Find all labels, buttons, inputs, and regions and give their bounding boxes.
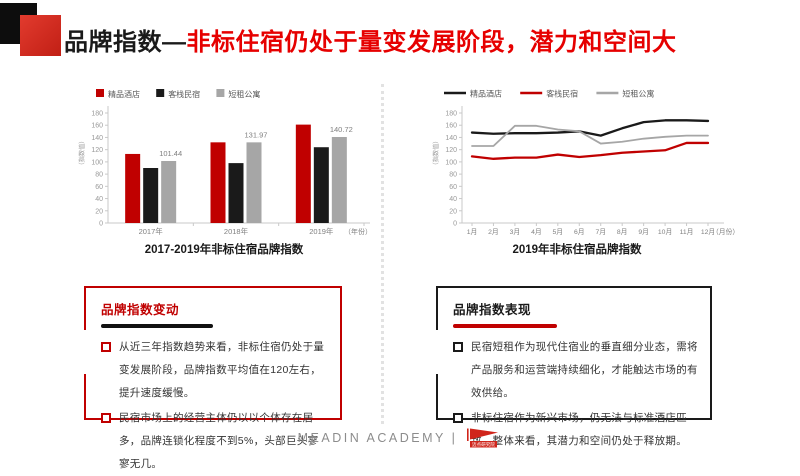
decor-red-square xyxy=(20,15,61,56)
note-box-right-title: 品牌指数表现 xyxy=(453,303,532,317)
bar-chart-caption: 2017-2019年非标住宿品牌指数 xyxy=(144,244,304,256)
note-box-index-performance: 品牌指数表现 民宿短租作为现代住宿业的垂直细分业态，需将产品服务和运营端持续细化… xyxy=(436,286,712,447)
svg-text:80: 80 xyxy=(449,172,457,179)
svg-text:10月: 10月 xyxy=(658,228,672,236)
brand-text: MEADIN ACADEMY | xyxy=(297,431,458,445)
svg-text:9月: 9月 xyxy=(638,228,649,236)
meadin-logo-icon: 迈点研究院 xyxy=(467,428,499,448)
svg-text:2017年: 2017年 xyxy=(139,226,164,236)
svg-text:精品酒店: 精品酒店 xyxy=(108,89,140,99)
svg-text:客栈民宿: 客栈民宿 xyxy=(168,89,200,99)
svg-text:6月: 6月 xyxy=(574,228,585,236)
note-box-left-underline xyxy=(101,324,213,328)
svg-text:140: 140 xyxy=(91,135,103,142)
svg-text:11月: 11月 xyxy=(680,228,694,236)
svg-text:精品酒店: 精品酒店 xyxy=(470,89,502,99)
page-title-black: 品牌指数— xyxy=(64,29,187,56)
svg-text:140.72: 140.72 xyxy=(330,125,353,134)
column-divider xyxy=(381,84,384,424)
svg-text:0: 0 xyxy=(453,221,457,228)
square-bullet-icon xyxy=(101,413,111,423)
slide: 品牌指数—非标住宿仍处于量变发展阶段，潜力和空间大 精品酒店 客栈民宿 短租公寓 0 2… xyxy=(0,3,800,470)
svg-text:2019年: 2019年 xyxy=(309,226,334,236)
svg-text:20: 20 xyxy=(449,208,457,215)
svg-text:7月: 7月 xyxy=(595,228,606,236)
svg-text:客栈民宿: 客栈民宿 xyxy=(546,89,578,99)
svg-text:140: 140 xyxy=(445,135,457,142)
svg-text:（指数值）: （指数值） xyxy=(78,138,86,169)
logo-text: 迈点研究院 xyxy=(472,441,495,448)
svg-text:3月: 3月 xyxy=(510,228,521,236)
bullet-text: 非标住宿作为新兴市场，仍无法与标准酒店匹敌。整体来看，其潜力和空间仍处于释放期。 xyxy=(471,412,687,447)
svg-text:160: 160 xyxy=(91,123,103,130)
svg-text:101.44: 101.44 xyxy=(159,149,182,158)
svg-text:60: 60 xyxy=(95,184,103,191)
svg-text:180: 180 xyxy=(91,111,103,118)
svg-text:4月: 4月 xyxy=(531,228,542,236)
svg-text:短租公寓: 短租公寓 xyxy=(622,89,654,99)
bullet-text: 民宿短租作为现代住宿业的垂直细分业态，需将产品服务和运营端持续细化，才能触达市场… xyxy=(471,341,698,399)
svg-text:100: 100 xyxy=(445,159,457,166)
svg-text:80: 80 xyxy=(95,172,103,179)
list-item: 民宿短租作为现代住宿业的垂直细分业态，需将产品服务和运营端持续细化，才能触达市场… xyxy=(453,336,698,405)
svg-text:（指数值）: （指数值） xyxy=(432,138,440,169)
svg-text:1月: 1月 xyxy=(467,228,478,236)
note-box-left-title: 品牌指数变动 xyxy=(101,303,180,317)
line-chart-caption: 2019年非标住宿品牌指数 xyxy=(512,244,642,256)
page-title: 品牌指数—非标住宿仍处于量变发展阶段，潜力和空间大 xyxy=(64,22,677,57)
svg-text:短租公寓: 短租公寓 xyxy=(228,89,260,99)
svg-text:120: 120 xyxy=(445,147,457,154)
svg-text:20: 20 xyxy=(95,208,103,215)
svg-text:0: 0 xyxy=(99,221,103,228)
svg-text:8月: 8月 xyxy=(617,228,628,236)
square-bullet-icon xyxy=(453,342,463,352)
bar-chart: 精品酒店 客栈民宿 短租公寓 0 20 40 60 80 100 120 140 160 180 （指数值… xyxy=(78,89,372,236)
svg-text:2018年: 2018年 xyxy=(224,226,249,236)
line-chart: 精品酒店 客栈民宿 短租公寓 0 20 40 60 80 100 120 140 160 180 （指数值… xyxy=(432,89,739,237)
square-bullet-icon xyxy=(101,342,111,352)
svg-text:100: 100 xyxy=(91,159,103,166)
list-item: 非标住宿作为新兴市场，仍无法与标准酒店匹敌。整体来看，其潜力和空间仍处于释放期。 xyxy=(453,407,698,453)
svg-text:40: 40 xyxy=(449,196,457,203)
note-box-right-underline xyxy=(453,324,557,328)
svg-text:160: 160 xyxy=(445,123,457,130)
svg-text:5月: 5月 xyxy=(553,228,564,236)
svg-text:120: 120 xyxy=(91,147,103,154)
svg-text:60: 60 xyxy=(449,184,457,191)
footer: MEADIN ACADEMY | 迈点研究院 xyxy=(0,428,800,448)
svg-text:180: 180 xyxy=(445,111,457,118)
bullet-text: 从近三年指数趋势来看，非标住宿仍处于量变发展阶段，品牌指数平均值在120左右，提… xyxy=(119,341,325,399)
square-bullet-icon xyxy=(453,413,463,423)
svg-text:（年份）: （年份） xyxy=(344,227,372,236)
svg-text:12月: 12月 xyxy=(701,228,715,236)
page-title-red: 非标住宿仍处于量变发展阶段，潜力和空间大 xyxy=(186,29,677,56)
note-box-index-change: 品牌指数变动 从近三年指数趋势来看，非标住宿仍处于量变发展阶段，品牌指数平均值在… xyxy=(84,286,342,470)
svg-text:131.97: 131.97 xyxy=(245,130,268,139)
svg-text:40: 40 xyxy=(95,196,103,203)
svg-text:2月: 2月 xyxy=(488,228,499,236)
svg-text:（月份）: （月份） xyxy=(712,227,739,236)
list-item: 从近三年指数趋势来看，非标住宿仍处于量变发展阶段，品牌指数平均值在120左右，提… xyxy=(101,336,328,405)
